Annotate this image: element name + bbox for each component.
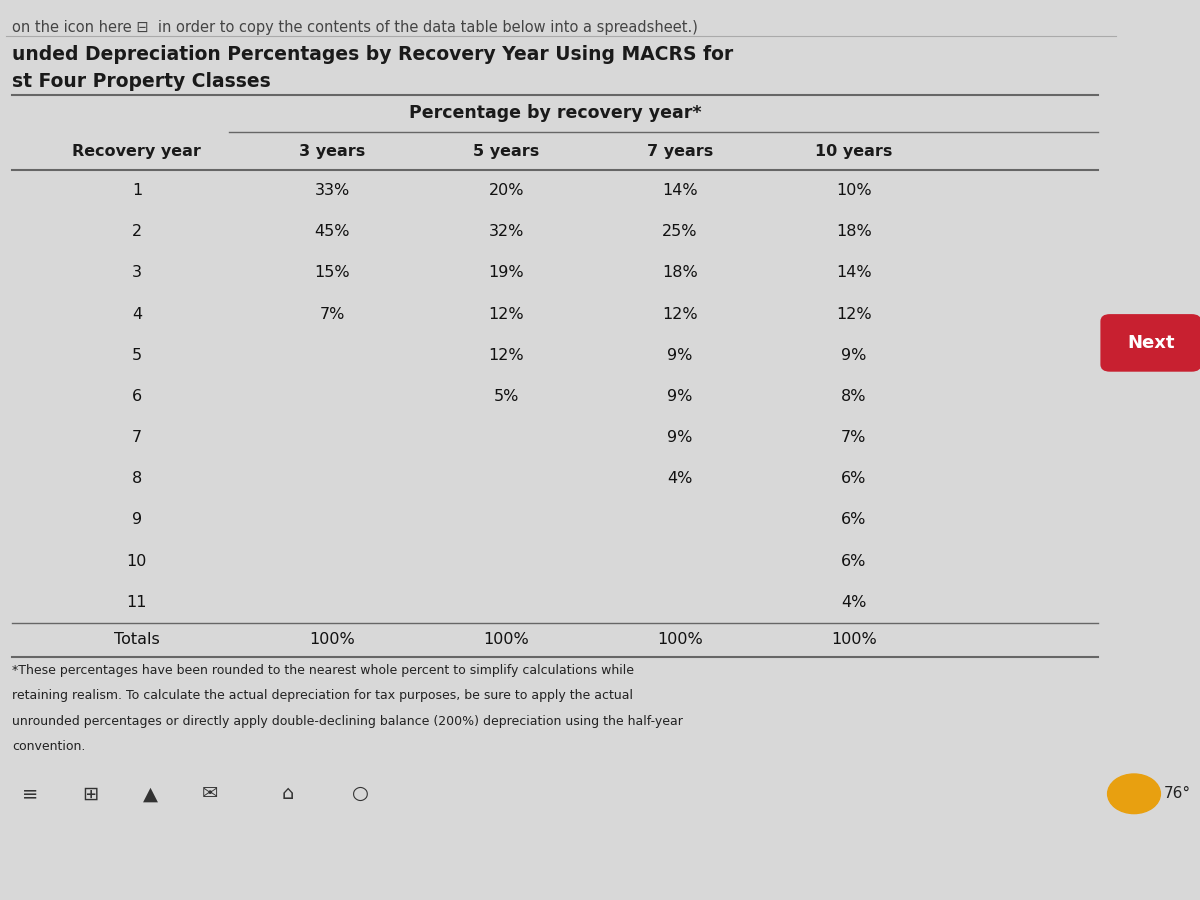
Text: 12%: 12% xyxy=(836,307,871,321)
Text: 4%: 4% xyxy=(667,472,692,486)
Text: 15%: 15% xyxy=(314,266,350,281)
Text: 100%: 100% xyxy=(658,633,703,647)
Text: 45%: 45% xyxy=(314,224,350,239)
Text: 11: 11 xyxy=(127,595,148,609)
Text: 7 years: 7 years xyxy=(647,144,713,158)
Text: retaining realism. To calculate the actual depreciation for tax purposes, be sur: retaining realism. To calculate the actu… xyxy=(12,689,634,702)
Text: 12%: 12% xyxy=(488,307,524,321)
Text: Percentage by recovery year*: Percentage by recovery year* xyxy=(409,104,701,122)
Text: 8%: 8% xyxy=(841,389,866,404)
Text: unded Depreciation Percentages by Recovery Year Using MACRS for: unded Depreciation Percentages by Recove… xyxy=(12,45,733,64)
Text: 18%: 18% xyxy=(662,266,697,281)
Text: 1: 1 xyxy=(132,184,142,198)
Text: Recovery year: Recovery year xyxy=(72,144,202,158)
Text: *These percentages have been rounded to the nearest whole percent to simplify ca: *These percentages have been rounded to … xyxy=(12,664,634,677)
Text: ▲: ▲ xyxy=(143,784,157,804)
Text: ✉: ✉ xyxy=(202,784,218,804)
Text: convention.: convention. xyxy=(12,740,85,752)
Text: 2: 2 xyxy=(132,224,142,239)
Text: 6: 6 xyxy=(132,389,142,404)
Text: Totals: Totals xyxy=(114,633,160,647)
Text: 9%: 9% xyxy=(667,389,692,404)
Text: 10: 10 xyxy=(127,554,148,569)
Text: unrounded percentages or directly apply double-declining balance (200%) deprecia: unrounded percentages or directly apply … xyxy=(12,715,683,727)
Text: 7: 7 xyxy=(132,430,142,446)
Text: 32%: 32% xyxy=(488,224,524,239)
Text: st Four Property Classes: st Four Property Classes xyxy=(12,72,271,91)
Text: 10 years: 10 years xyxy=(815,144,893,158)
Text: 14%: 14% xyxy=(662,184,697,198)
Text: 4: 4 xyxy=(132,307,142,321)
Text: ⊞: ⊞ xyxy=(82,784,98,804)
Text: 33%: 33% xyxy=(314,184,350,198)
Text: 3 years: 3 years xyxy=(299,144,366,158)
Text: 76°: 76° xyxy=(1164,787,1192,801)
Text: 9%: 9% xyxy=(667,347,692,363)
Text: 100%: 100% xyxy=(310,633,355,647)
Text: 7%: 7% xyxy=(319,307,346,321)
Text: 9: 9 xyxy=(132,512,142,527)
Text: 7%: 7% xyxy=(841,430,866,446)
Text: 14%: 14% xyxy=(836,266,871,281)
Text: 9%: 9% xyxy=(841,347,866,363)
Text: ○: ○ xyxy=(352,784,368,804)
Text: 5: 5 xyxy=(132,347,142,363)
Text: 3: 3 xyxy=(132,266,142,281)
Text: on the icon here ⊟  in order to copy the contents of the data table below into a: on the icon here ⊟ in order to copy the … xyxy=(12,20,698,35)
Text: 12%: 12% xyxy=(662,307,697,321)
Text: 5%: 5% xyxy=(493,389,518,404)
Text: 6%: 6% xyxy=(841,512,866,527)
Text: 6%: 6% xyxy=(841,554,866,569)
Text: 10%: 10% xyxy=(836,184,871,198)
Text: 12%: 12% xyxy=(488,347,524,363)
Text: 8: 8 xyxy=(132,472,142,486)
Text: 18%: 18% xyxy=(835,224,871,239)
Text: ⌂: ⌂ xyxy=(282,784,294,804)
Text: 19%: 19% xyxy=(488,266,524,281)
Text: 20%: 20% xyxy=(488,184,524,198)
Text: 100%: 100% xyxy=(484,633,529,647)
Text: Next: Next xyxy=(1127,334,1175,352)
Text: 6%: 6% xyxy=(841,472,866,486)
Text: 5 years: 5 years xyxy=(473,144,539,158)
Text: 100%: 100% xyxy=(830,633,876,647)
Text: ≡: ≡ xyxy=(22,784,38,804)
Text: 25%: 25% xyxy=(662,224,697,239)
Text: 9%: 9% xyxy=(667,430,692,446)
Text: 4%: 4% xyxy=(841,595,866,609)
